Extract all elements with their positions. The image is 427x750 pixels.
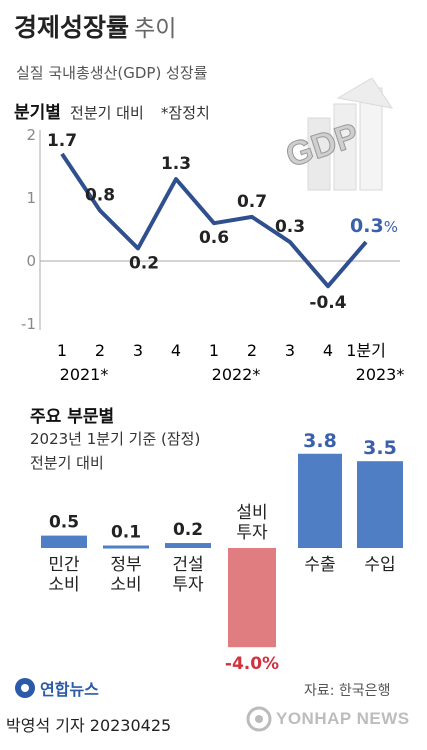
data-label: -0.4 xyxy=(309,293,346,313)
data-label: 0.3 xyxy=(275,217,305,237)
data-label: 0.8 xyxy=(85,186,115,206)
x-quarter-label: 4 xyxy=(323,341,333,360)
quarterly-note: *잠정치 xyxy=(160,104,210,122)
data-label: 0.6 xyxy=(199,228,229,248)
x-quarter-label: 2 xyxy=(247,341,257,360)
gdp-deco-graphic: GDP xyxy=(281,78,394,191)
sector-label: 정부 xyxy=(110,555,141,575)
x-year-label: 2022* xyxy=(212,365,261,384)
sector-bar xyxy=(165,543,211,548)
data-label: 1.3 xyxy=(161,154,191,174)
sectors-desc-1: 2023년 1분기 기준 (잠정) xyxy=(30,430,201,448)
title-light: 추이 xyxy=(134,16,177,42)
sector-label: 민간 xyxy=(48,555,80,575)
percent-sign: % xyxy=(384,218,398,236)
sector-value: 3.8 xyxy=(303,430,337,452)
sectors-title: 주요 부문별 xyxy=(30,407,115,427)
data-label: 0.2 xyxy=(129,253,159,273)
sector-bar xyxy=(228,548,276,648)
sector-label: 수입 xyxy=(364,555,395,575)
x-quarter-label: 1 xyxy=(57,341,67,360)
y-tick-label: 2 xyxy=(26,126,36,144)
yonhap-logo-icon xyxy=(15,678,35,698)
title-bold: 경제성장률 xyxy=(14,13,130,42)
x-quarter-label: 1분기 xyxy=(346,341,386,360)
line-chart: 2 1 0 -1 1.7 0.8 0.2 1.3 0.6 0.7 0.3 -0.4 0.3% 1 2 3 4 1 2… xyxy=(21,126,405,384)
sector-label: 투자 xyxy=(172,575,204,595)
watermark-logo-icon xyxy=(246,706,272,732)
page-title: 경제성장률 추이 xyxy=(14,8,176,44)
sector-label: 건설 xyxy=(172,555,203,575)
sector-bar xyxy=(41,535,87,548)
x-quarter-label: 3 xyxy=(285,341,295,360)
sector-label: 소비 xyxy=(48,575,79,595)
x-quarter-label: 2 xyxy=(95,341,105,360)
quarterly-desc: 전분기 대비 xyxy=(70,104,144,122)
y-tick-label: 1 xyxy=(26,189,36,207)
x-year-label: 2023* xyxy=(356,365,405,384)
sector-value: 0.1 xyxy=(111,523,141,543)
y-tick-label: -1 xyxy=(21,315,36,333)
sectors-desc-2: 전분기 대비 xyxy=(30,454,104,472)
x-quarter-label: 3 xyxy=(133,341,143,360)
data-label: 0.7 xyxy=(237,192,267,212)
y-tick-label: 0 xyxy=(26,252,36,270)
quarterly-title: 분기별 xyxy=(14,103,61,123)
x-quarter-label: 4 xyxy=(171,341,181,360)
x-year-label: 2021* xyxy=(60,365,109,384)
sector-label: 투자 xyxy=(236,523,268,543)
gdp-bars-icon xyxy=(307,78,394,191)
sector-bar xyxy=(298,453,342,548)
sector-value: 0.5 xyxy=(49,513,79,533)
logo-text: 연합뉴스 xyxy=(40,680,99,699)
sector-value: 3.5 xyxy=(363,437,397,459)
subtitle: 실질 국내총생산(GDP) 성장률 xyxy=(16,64,208,82)
quarterly-header: 분기별 전분기 대비 *잠정치 xyxy=(14,98,210,123)
source-note: 자료: 한국은행 xyxy=(304,683,391,699)
sector-label: 소비 xyxy=(110,575,141,595)
watermark-text: YONHAP NEWS xyxy=(276,709,410,728)
sector-label: 수출 xyxy=(304,555,335,575)
sector-value: -4.0% xyxy=(225,654,279,674)
x-quarter-label: 1 xyxy=(209,341,219,360)
sector-bar xyxy=(103,545,149,549)
yonhap-logo: 연합뉴스 xyxy=(14,676,99,700)
sector-label: 설비 xyxy=(236,503,267,523)
data-label: 1.7 xyxy=(47,131,77,151)
sector-value: 0.2 xyxy=(173,520,203,540)
growth-line xyxy=(60,152,368,289)
data-label-last: 0.3% xyxy=(350,215,398,237)
byline: 박영석 기자 20230425 xyxy=(6,716,172,735)
sector-bar xyxy=(357,461,403,548)
watermark: YONHAP NEWS xyxy=(246,706,410,732)
